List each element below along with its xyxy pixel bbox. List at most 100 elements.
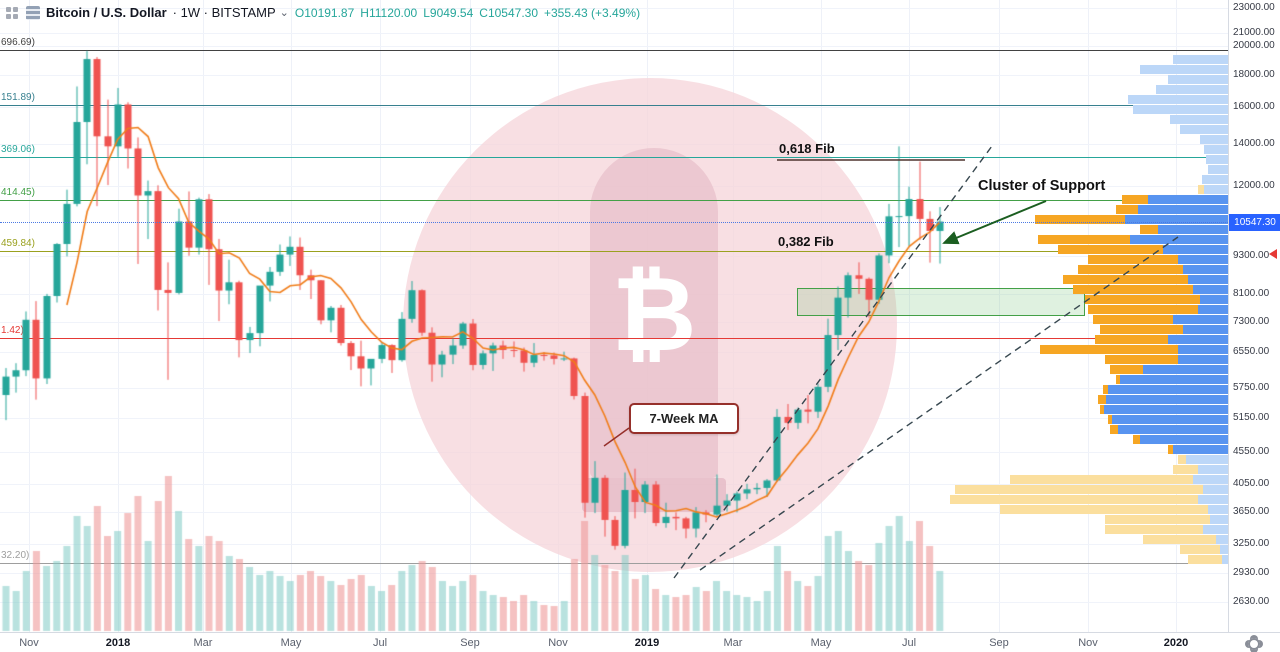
- profile-buy-segment: [1198, 305, 1228, 314]
- symbol-legend: Bitcoin / U.S. Dollar · 1W · BITSTAMP ⌄ …: [6, 5, 640, 20]
- profile-sell-segment: [1073, 285, 1193, 294]
- volume-profile-row: [1173, 55, 1228, 64]
- fib-382-label[interactable]: 0,382 Fib: [778, 234, 834, 249]
- volume-profile-row: [1103, 385, 1228, 394]
- volume-profile-row: [1105, 525, 1228, 534]
- profile-sell-segment: [1100, 325, 1183, 334]
- chart-plot-area[interactable]: ₿ 0,618 Fib 0,382 Fib Cluster of Support…: [0, 0, 1228, 632]
- symbol-title[interactable]: Bitcoin / U.S. Dollar: [46, 5, 167, 20]
- volume-profile-row: [1202, 175, 1228, 184]
- volume-profile-row: [1206, 155, 1228, 164]
- price-axis-tick: 16000.00: [1233, 101, 1275, 113]
- profile-buy-segment: [1206, 155, 1228, 164]
- price-axis[interactable]: 10547.30 23000.00 21000.00 20000.00 18000.0…: [1228, 0, 1280, 632]
- time-axis[interactable]: Nov 2018 Mar May Jul Sep Nov 2019 Mar May Jul Sep No…: [0, 632, 1280, 652]
- volume-profile-row: [1098, 395, 1228, 404]
- profile-buy-segment: [1118, 425, 1228, 434]
- profile-sell-segment: [1010, 475, 1193, 484]
- profile-sell-segment: [1122, 195, 1148, 204]
- profile-sell-segment: [1085, 295, 1200, 304]
- volume-profile-row: [1000, 505, 1228, 514]
- time-axis-label: Sep: [460, 637, 480, 649]
- profile-buy-segment: [1178, 255, 1228, 264]
- volume-profile-row: [1170, 115, 1228, 124]
- profile-sell-segment: [1140, 225, 1158, 234]
- volume-profile-row: [1100, 325, 1228, 334]
- candlestick-canvas[interactable]: [0, 0, 1228, 632]
- profile-buy-segment: [1200, 135, 1228, 144]
- profile-buy-segment: [1208, 165, 1228, 174]
- profile-buy-segment: [1156, 85, 1228, 94]
- volume-profile-row: [1116, 375, 1228, 384]
- profile-buy-segment: [1178, 345, 1228, 354]
- ohlc-high: H11120.00: [360, 5, 418, 20]
- price-axis-tick: 6550.00: [1233, 346, 1270, 358]
- profile-sell-segment: [1188, 555, 1222, 564]
- volume-profile-row: [1133, 435, 1228, 444]
- profile-sell-segment: [1088, 305, 1198, 314]
- profile-buy-segment: [1178, 355, 1228, 364]
- profile-sell-segment: [1143, 535, 1216, 544]
- cluster-of-support-label[interactable]: Cluster of Support: [978, 178, 1106, 194]
- profile-sell-segment: [1040, 345, 1178, 354]
- profile-buy-segment: [1158, 225, 1228, 234]
- volume-profile-row: [1063, 275, 1228, 284]
- volume-profile-row: [1208, 165, 1228, 174]
- profile-sell-segment: [950, 495, 1198, 504]
- ma-callout-box[interactable]: 7-Week MA: [629, 403, 739, 434]
- profile-buy-segment: [1202, 175, 1228, 184]
- volume-profile-row: [1035, 215, 1228, 224]
- volume-profile-row: [1105, 515, 1228, 524]
- profile-sell-segment: [1105, 525, 1203, 534]
- volume-profile-row: [1140, 65, 1228, 74]
- profile-sell-segment: [1198, 185, 1204, 194]
- profile-buy-segment: [1173, 55, 1228, 64]
- red-marker-icon: [1269, 249, 1277, 259]
- time-axis-label: May: [810, 637, 832, 649]
- symbol-logo-icon: [26, 5, 40, 20]
- volume-profile-row: [1140, 225, 1228, 234]
- volume-profile-row: [1088, 305, 1228, 314]
- price-axis-tick: 3650.00: [1233, 506, 1270, 518]
- profile-buy-segment: [1128, 95, 1228, 104]
- profile-sell-segment: [1038, 235, 1130, 244]
- profile-sell-segment: [1173, 465, 1198, 474]
- volume-profile-row: [1168, 445, 1228, 454]
- profile-buy-segment: [1108, 385, 1228, 394]
- time-axis-label: Mar: [723, 637, 743, 649]
- time-axis-label: 2019: [634, 637, 660, 649]
- symbol-interval-exchange[interactable]: · 1W · BITSTAMP: [172, 5, 276, 20]
- volume-profile-row: [1156, 85, 1228, 94]
- volume-profile-row: [1040, 345, 1228, 354]
- profile-buy-segment: [1216, 535, 1228, 544]
- profile-buy-segment: [1220, 545, 1228, 554]
- profile-buy-segment: [1186, 455, 1228, 464]
- time-axis-label: Nov: [19, 637, 39, 649]
- profile-buy-segment: [1140, 435, 1228, 444]
- profile-buy-segment: [1143, 365, 1228, 374]
- profile-sell-segment: [1110, 365, 1143, 374]
- volume-profile-row: [1095, 335, 1228, 344]
- price-axis-tick: 21000.00: [1233, 26, 1275, 38]
- layout-grid-icon[interactable]: [6, 6, 18, 19]
- price-axis-tick: 5150.00: [1233, 412, 1270, 423]
- profile-sell-segment: [1110, 425, 1118, 434]
- profile-buy-segment: [1183, 325, 1228, 334]
- volume-profile-row: [1200, 135, 1228, 144]
- volume-profile-row: [1133, 105, 1228, 114]
- profile-buy-segment: [1210, 515, 1228, 524]
- chevron-down-icon[interactable]: ⌄: [279, 7, 289, 19]
- last-price-badge: 10547.30: [1229, 213, 1280, 231]
- price-axis-tick: 12000.00: [1233, 180, 1275, 192]
- settings-gear-icon[interactable]: [1248, 638, 1260, 650]
- time-axis-label: Sep: [989, 637, 1009, 649]
- price-axis-tick: 23000.00: [1233, 1, 1275, 13]
- profile-buy-segment: [1193, 285, 1228, 294]
- profile-buy-segment: [1130, 235, 1228, 244]
- time-axis-label: 2020: [1163, 637, 1189, 649]
- profile-buy-segment: [1204, 145, 1228, 154]
- fib-618-label[interactable]: 0,618 Fib: [779, 141, 835, 156]
- profile-sell-segment: [1105, 355, 1178, 364]
- profile-buy-segment: [1198, 465, 1228, 474]
